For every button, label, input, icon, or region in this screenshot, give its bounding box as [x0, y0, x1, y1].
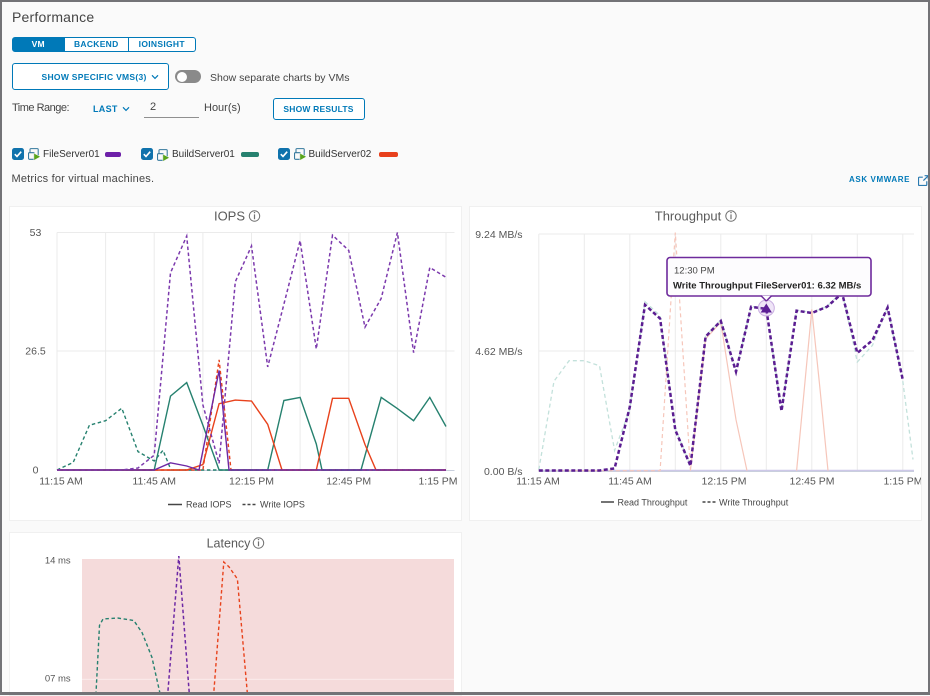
svg-text:Read Throughput: Read Throughput — [618, 498, 688, 508]
svg-text:4.62 MB/s: 4.62 MB/s — [475, 346, 522, 358]
svg-text:Write Throughput FileServer01:: Write Throughput FileServer01: 6.32 MB/s — [673, 281, 861, 292]
svg-text:07 ms: 07 ms — [45, 674, 71, 685]
svg-text:0: 0 — [33, 465, 39, 477]
svg-text:12:15 PM: 12:15 PM — [702, 476, 747, 488]
svg-text:Write IOPS: Write IOPS — [260, 500, 305, 510]
svg-text:11:45 AM: 11:45 AM — [608, 476, 652, 488]
svg-text:12:45 PM: 12:45 PM — [790, 476, 835, 488]
svg-text:11:15 AM: 11:15 AM — [516, 476, 560, 488]
svg-text:9.24 MB/s: 9.24 MB/s — [475, 229, 522, 241]
svg-text:26.5: 26.5 — [25, 346, 46, 358]
svg-text:14 ms: 14 ms — [45, 556, 71, 567]
svg-text:1:15 PM: 1:15 PM — [418, 476, 457, 488]
svg-text:12:30 PM: 12:30 PM — [674, 266, 715, 277]
svg-text:12:15 PM: 12:15 PM — [229, 476, 274, 488]
svg-text:53: 53 — [30, 227, 42, 239]
svg-text:Throughput: Throughput — [655, 209, 722, 224]
svg-text:Read IOPS: Read IOPS — [186, 500, 232, 510]
svg-text:12:45 PM: 12:45 PM — [326, 476, 371, 488]
svg-text:11:45 AM: 11:45 AM — [132, 476, 176, 488]
svg-text:Write Throughput: Write Throughput — [719, 498, 789, 508]
svg-text:1:15 PM: 1:15 PM — [883, 476, 921, 488]
svg-text:0.00 B/s: 0.00 B/s — [484, 466, 523, 478]
svg-text:IOPS: IOPS — [214, 209, 245, 224]
svg-text:11:15 AM: 11:15 AM — [39, 476, 83, 488]
svg-text:Latency: Latency — [207, 537, 252, 551]
